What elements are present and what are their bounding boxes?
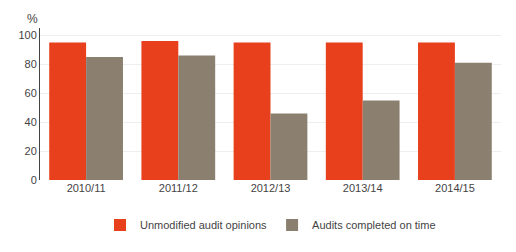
svg-text:2014/15: 2014/15 (435, 182, 475, 194)
svg-text:60: 60 (25, 87, 37, 99)
svg-text:0: 0 (31, 174, 37, 186)
svg-text:20: 20 (25, 145, 37, 157)
svg-text:Unmodified audit opinions: Unmodified audit opinions (140, 219, 267, 231)
svg-text:2011/12: 2011/12 (159, 182, 198, 194)
svg-text:2010/11: 2010/11 (67, 182, 106, 194)
svg-text:2013/14: 2013/14 (343, 182, 383, 194)
svg-text:%: % (27, 12, 38, 26)
svg-text:100: 100 (18, 29, 36, 41)
svg-text:80: 80 (25, 58, 37, 70)
svg-text:40: 40 (25, 116, 37, 128)
svg-text:Audits completed on time: Audits completed on time (312, 219, 436, 231)
svg-text:2012/13: 2012/13 (251, 182, 291, 194)
